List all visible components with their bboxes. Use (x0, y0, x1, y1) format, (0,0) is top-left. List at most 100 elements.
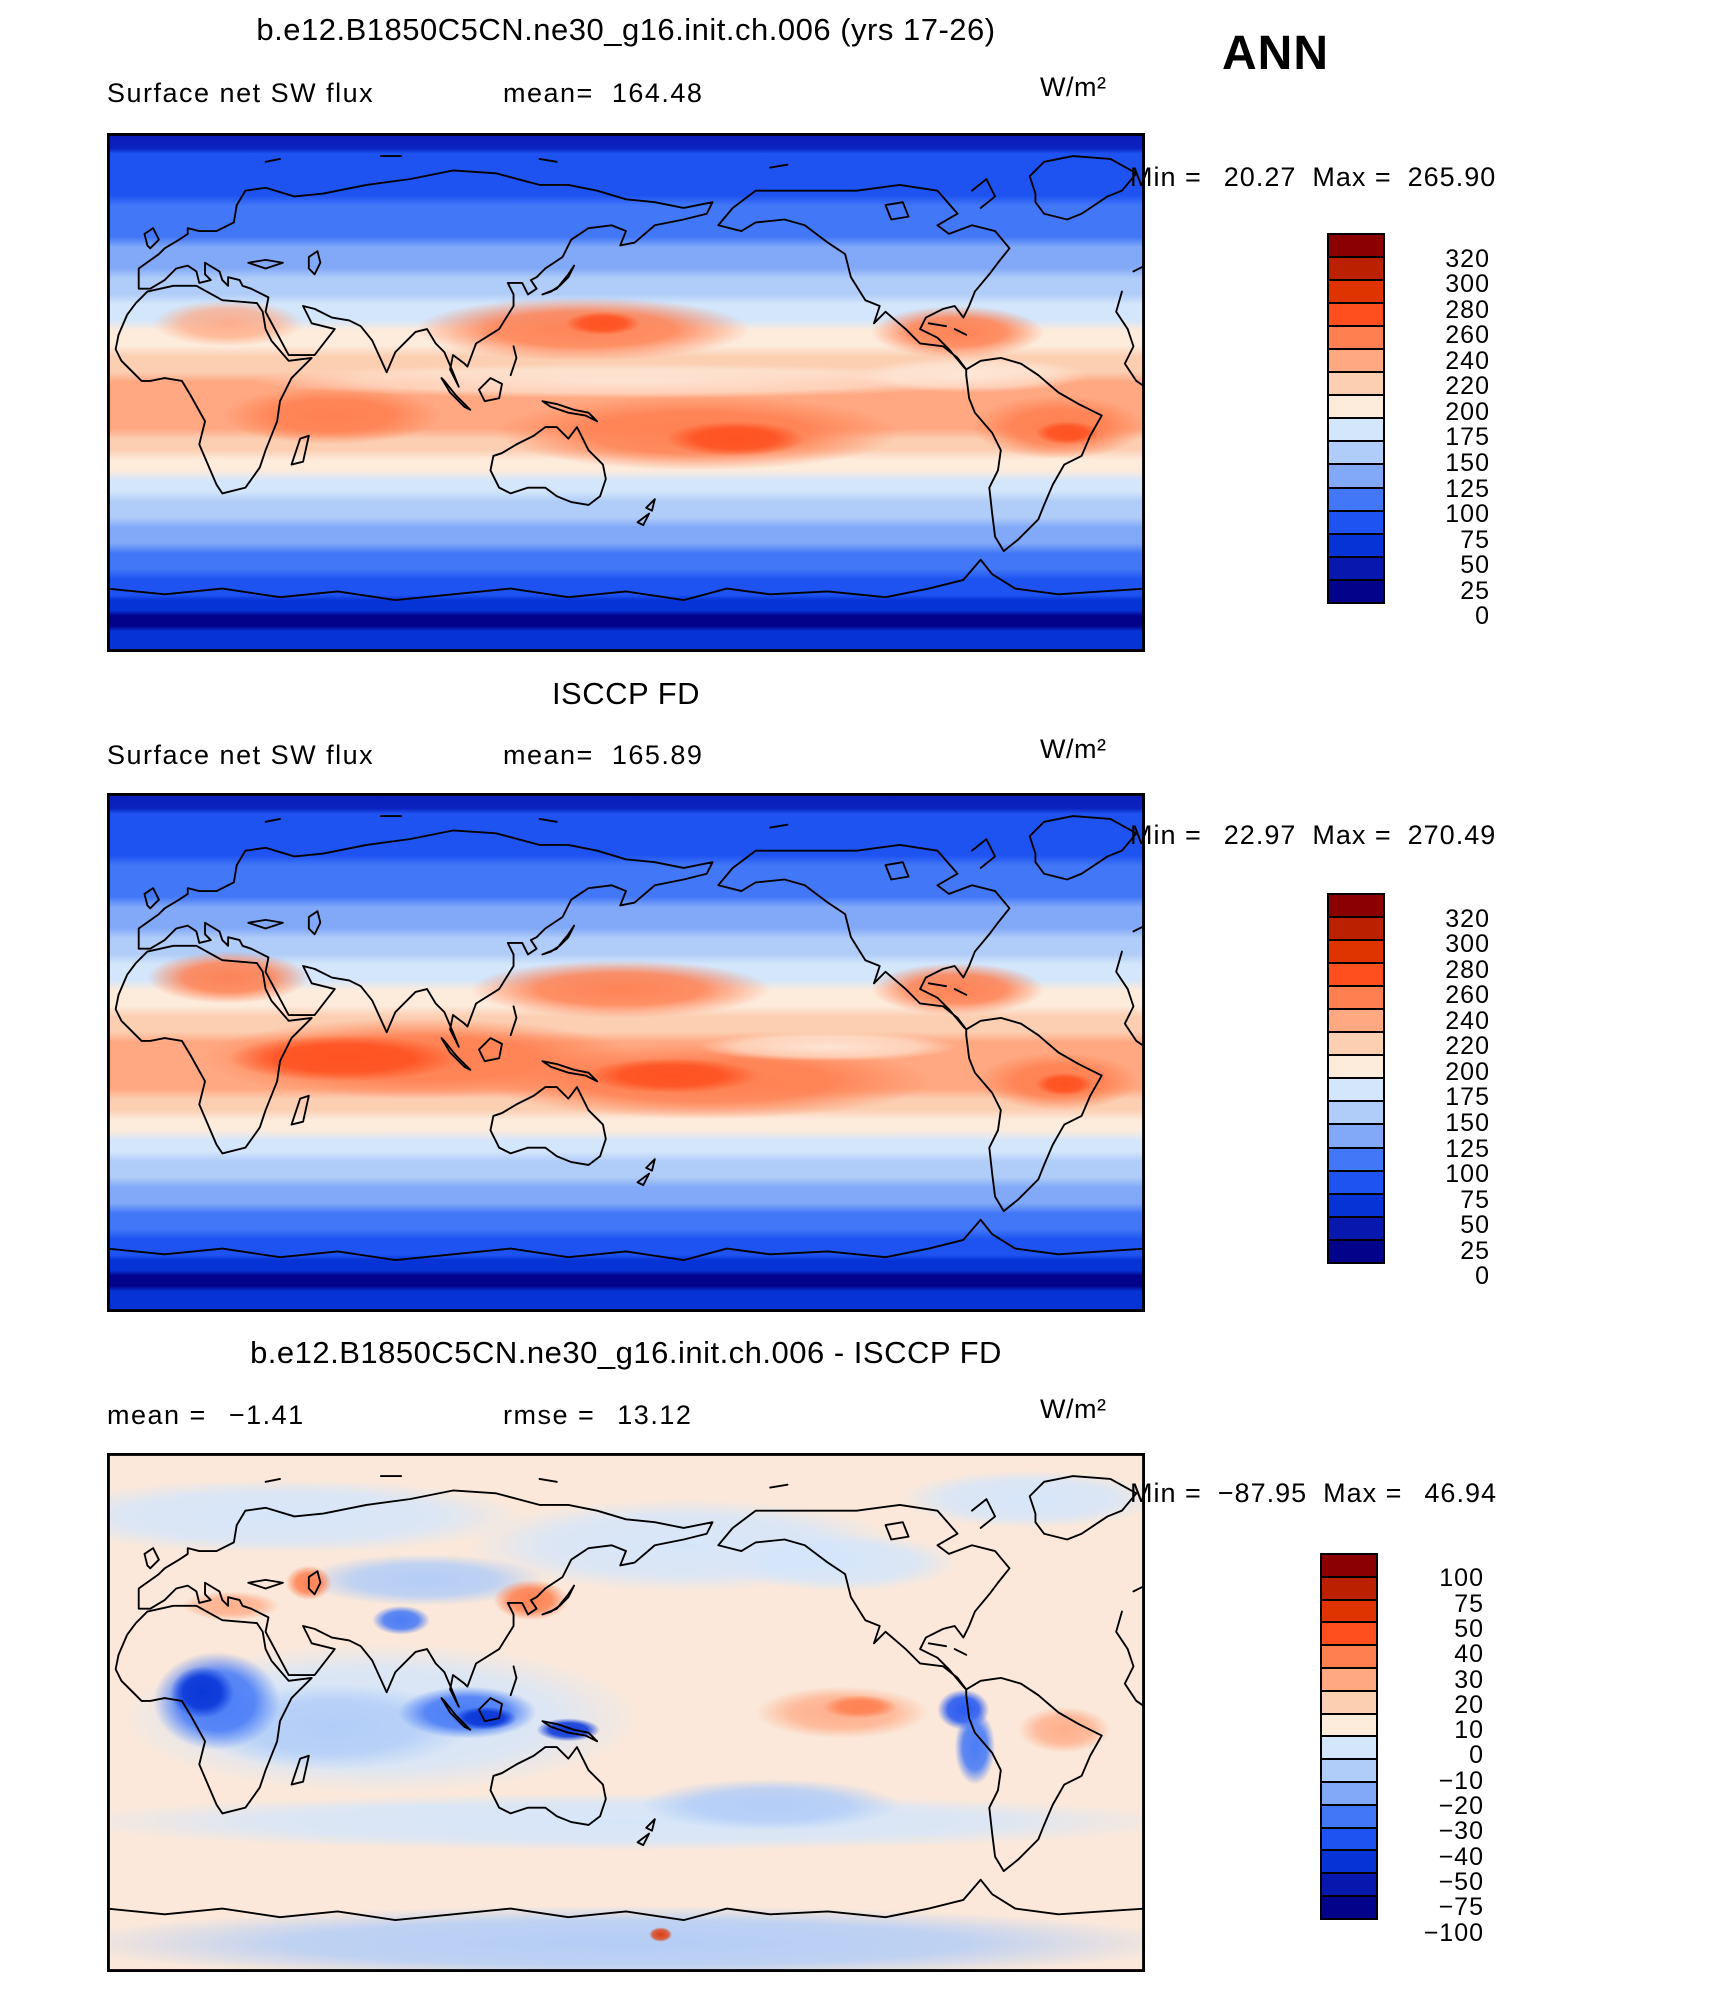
colorbar-tick-label: 75 (1460, 525, 1490, 554)
colorbar-panel-1 (1327, 233, 1385, 605)
colorbar-tick-label: 280 (1445, 955, 1490, 984)
colorbar-tick-label: 0 (1475, 602, 1490, 631)
colorbar-tick-label: −40 (1438, 1842, 1484, 1871)
colorbar-tick-label: 175 (1445, 423, 1490, 452)
min-value: 20.27 (1223, 162, 1297, 192)
colorbar-cell (1320, 1803, 1378, 1830)
colorbar-cell (1327, 893, 1385, 919)
colorbar-tick-label: 50 (1460, 1211, 1490, 1240)
panel2-variable-label: Surface net SW flux (107, 740, 375, 770)
colorbar-tick-label: 100 (1439, 1564, 1484, 1593)
colorbar-tick-label: 200 (1445, 1057, 1490, 1086)
colorbar-cell (1320, 1553, 1378, 1579)
mean-label: mean= (503, 740, 594, 770)
colorbar-cell (1327, 1192, 1385, 1219)
mean-value: −1.41 (228, 1400, 305, 1430)
colorbar-cell (1327, 578, 1385, 605)
colorbar-tick-label: 200 (1445, 397, 1490, 426)
colorbar-tick-label: 75 (1454, 1589, 1484, 1618)
colorbar-cell (1327, 939, 1385, 965)
panel2-mean-label: mean= 165.89 (503, 740, 703, 771)
colorbar-tick-label: −20 (1438, 1792, 1484, 1820)
colorbar-cell (1320, 1849, 1378, 1875)
colorbar-cell (1320, 1621, 1378, 1647)
panel3-title: b.e12.B1850C5CN.ne30_g16.init.ch.006 - I… (250, 1335, 1002, 1370)
min-label: Min = (1130, 162, 1202, 192)
colorbar-cell (1327, 532, 1385, 559)
map-panel-1-model (107, 133, 1145, 652)
panel3-minmax: Min = −87.95 Max = 46.94 (1130, 1478, 1497, 1509)
colorbar-tick-label: 40 (1454, 1640, 1484, 1669)
rmse-value: 13.12 (617, 1400, 693, 1430)
colorbar-cell (1320, 1780, 1378, 1807)
max-value: 270.49 (1407, 820, 1497, 850)
max-label: Max = (1312, 162, 1392, 192)
panel1-minmax: Min = 20.27 Max = 265.90 (1130, 162, 1496, 193)
colorbar-tick-label: 125 (1445, 474, 1490, 503)
colorbar-tick-label: 150 (1445, 449, 1490, 478)
colorbar-cell (1327, 279, 1385, 305)
page-title: b.e12.B1850C5CN.ne30_g16.init.ch.006 (yr… (256, 12, 996, 47)
min-label: Min = (1130, 820, 1202, 850)
colorbar-cell (1320, 1758, 1378, 1784)
colorbar-cell (1327, 1054, 1385, 1080)
colorbar-cell (1327, 509, 1385, 536)
colorbar-tick-label: 25 (1460, 576, 1490, 605)
colorbar-tick-label: 75 (1460, 1185, 1490, 1214)
colorbar-tick-label: 100 (1445, 500, 1490, 529)
max-value: 46.94 (1424, 1478, 1497, 1508)
panel1-units: W/m² (1040, 72, 1107, 102)
map-panel-2-isccp (107, 793, 1145, 1312)
colorbar-cell (1320, 1575, 1378, 1602)
colorbar-cell (1320, 1644, 1378, 1670)
colorbar-tick-label: 320 (1445, 244, 1490, 273)
colorbar-tick-label: −50 (1438, 1867, 1484, 1896)
colorbar-cell (1327, 1077, 1385, 1103)
colorbar-cell (1327, 394, 1385, 420)
colorbar-tick-label: 240 (1445, 1006, 1490, 1035)
colorbar-cell (1327, 417, 1385, 443)
colorbar-tick-label: −100 (1423, 1918, 1484, 1947)
mean-label: mean = (107, 1400, 207, 1430)
colorbar-cell (1320, 1735, 1378, 1761)
season-label: ANN (1222, 27, 1329, 80)
colorbar-cell (1327, 348, 1385, 374)
colorbar-cell (1327, 1146, 1385, 1173)
colorbar-tick-label: 20 (1454, 1690, 1484, 1719)
colorbar-cell (1327, 325, 1385, 351)
panel1-mean-label: mean= 164.48 (503, 78, 703, 109)
colorbar-cell (1327, 463, 1385, 490)
colorbar-cell (1320, 1872, 1378, 1898)
colorbar-cell (1327, 1238, 1385, 1265)
colorbar-tick-label: −10 (1438, 1766, 1484, 1795)
colorbar-tick-label: 300 (1445, 930, 1490, 959)
colorbar-cell (1327, 440, 1385, 466)
colorbar-tick-label: 220 (1445, 1032, 1490, 1061)
colorbar-cell (1327, 1031, 1385, 1057)
colorbar-tick-label: 320 (1445, 904, 1490, 933)
colorbar-cell (1327, 1215, 1385, 1242)
colorbar-tick-label: 260 (1445, 981, 1490, 1010)
max-label: Max = (1323, 1478, 1403, 1508)
max-value: 265.90 (1407, 162, 1497, 192)
colorbar-tick-label: 175 (1445, 1083, 1490, 1112)
colorbar-panel-2 (1327, 893, 1385, 1265)
colorbar-tick-label: 125 (1445, 1134, 1490, 1163)
colorbar-tick-label: −75 (1438, 1893, 1484, 1922)
colorbar-panel-3 (1320, 1553, 1378, 1921)
colorbar-cell (1320, 1689, 1378, 1716)
colorbar-cell (1327, 962, 1385, 988)
colorbar-tick-label: 50 (1454, 1614, 1484, 1643)
colorbar-tick-label: −30 (1438, 1817, 1484, 1846)
map-panel-3-difference (107, 1453, 1145, 1972)
min-value: −87.95 (1217, 1478, 1308, 1508)
panel3-mean-label: mean = −1.41 (107, 1400, 305, 1431)
panel2-units: W/m² (1040, 734, 1107, 764)
colorbar-cell (1320, 1598, 1378, 1624)
colorbar-cell (1320, 1666, 1378, 1693)
colorbar-cell (1327, 233, 1385, 259)
colorbar-tick-label: 50 (1460, 551, 1490, 580)
colorbar-cell (1320, 1894, 1378, 1921)
colorbar-cell (1327, 1008, 1385, 1034)
colorbar-cell (1327, 486, 1385, 513)
